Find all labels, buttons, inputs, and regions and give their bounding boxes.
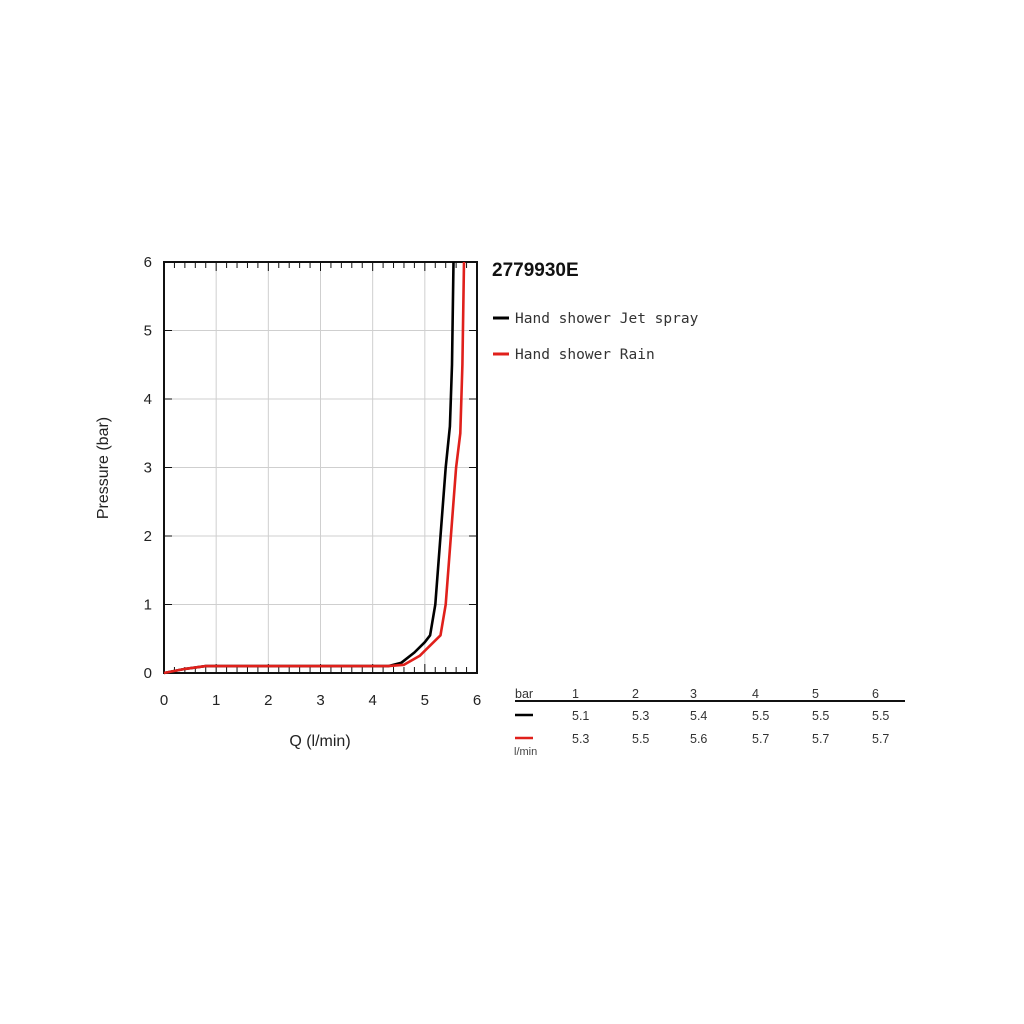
table-flow-value: 5.7	[752, 732, 769, 746]
y-axis-title: Pressure (bar)	[95, 417, 112, 519]
x-tick-label: 2	[264, 692, 272, 709]
y-tick-label: 3	[144, 460, 152, 477]
y-tick-label: 0	[144, 665, 152, 682]
y-tick-labels: 0 1 2 3 4 5 6	[144, 254, 152, 682]
x-axis-title: Q (l/min)	[289, 733, 350, 750]
table-pressure-value: 3	[690, 687, 697, 701]
table-flow-value: 5.5	[632, 732, 649, 746]
x-tick-label: 5	[421, 692, 429, 709]
table-flow-value: 5.6	[690, 732, 707, 746]
x-tick-label: 0	[160, 692, 168, 709]
legend-label: Hand shower Rain	[515, 347, 655, 363]
x-tick-label: 6	[473, 692, 481, 709]
table-unit-label: l/min	[514, 746, 537, 758]
table-flow-value: 5.1	[572, 709, 589, 723]
y-tick-label: 4	[144, 391, 152, 408]
series-lines	[163, 261, 466, 675]
table-pressure-value: 4	[752, 687, 759, 701]
legend-label: Hand shower Jet spray	[515, 311, 699, 327]
table-flow-value: 5.3	[632, 709, 649, 723]
table-flow-value: 5.4	[690, 709, 707, 723]
table-pressure-value: 5	[812, 687, 819, 701]
table-header-label: bar	[515, 687, 533, 701]
x-tick-label: 1	[212, 692, 220, 709]
legend: Hand shower Jet spray Hand shower Rain	[493, 311, 699, 363]
grid-lines	[164, 262, 477, 673]
table-pressure-value: 2	[632, 687, 639, 701]
x-tick-label: 3	[316, 692, 324, 709]
table-flow-value: 5.7	[812, 732, 829, 746]
table-flow-value: 5.5	[872, 709, 889, 723]
y-tick-label: 1	[144, 597, 152, 614]
x-tick-label: 4	[368, 692, 376, 709]
table-pressure-value: 6	[872, 687, 879, 701]
table-flow-value: 5.5	[752, 709, 769, 723]
table-pressure-value: 1	[572, 687, 579, 701]
table-flow-value: 5.3	[572, 732, 589, 746]
x-tick-labels: 0 1 2 3 4 5 6	[160, 692, 481, 709]
series-line-2	[163, 261, 466, 675]
y-tick-label: 6	[144, 254, 152, 271]
chart-title: 2779930E	[492, 260, 579, 281]
data-table: bar 1 2 3 4 5 6 5.1 5.3 5.4 5.5 5.5 5.5 5.3 5.5 5.6 5.7 5…	[514, 687, 905, 758]
y-tick-label: 5	[144, 323, 152, 340]
table-flow-value: 5.5	[812, 709, 829, 723]
y-tick-label: 2	[144, 528, 152, 545]
table-flow-value: 5.7	[872, 732, 889, 746]
